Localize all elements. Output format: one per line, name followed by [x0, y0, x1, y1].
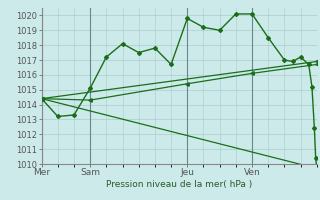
- X-axis label: Pression niveau de la mer( hPa ): Pression niveau de la mer( hPa ): [106, 180, 252, 189]
